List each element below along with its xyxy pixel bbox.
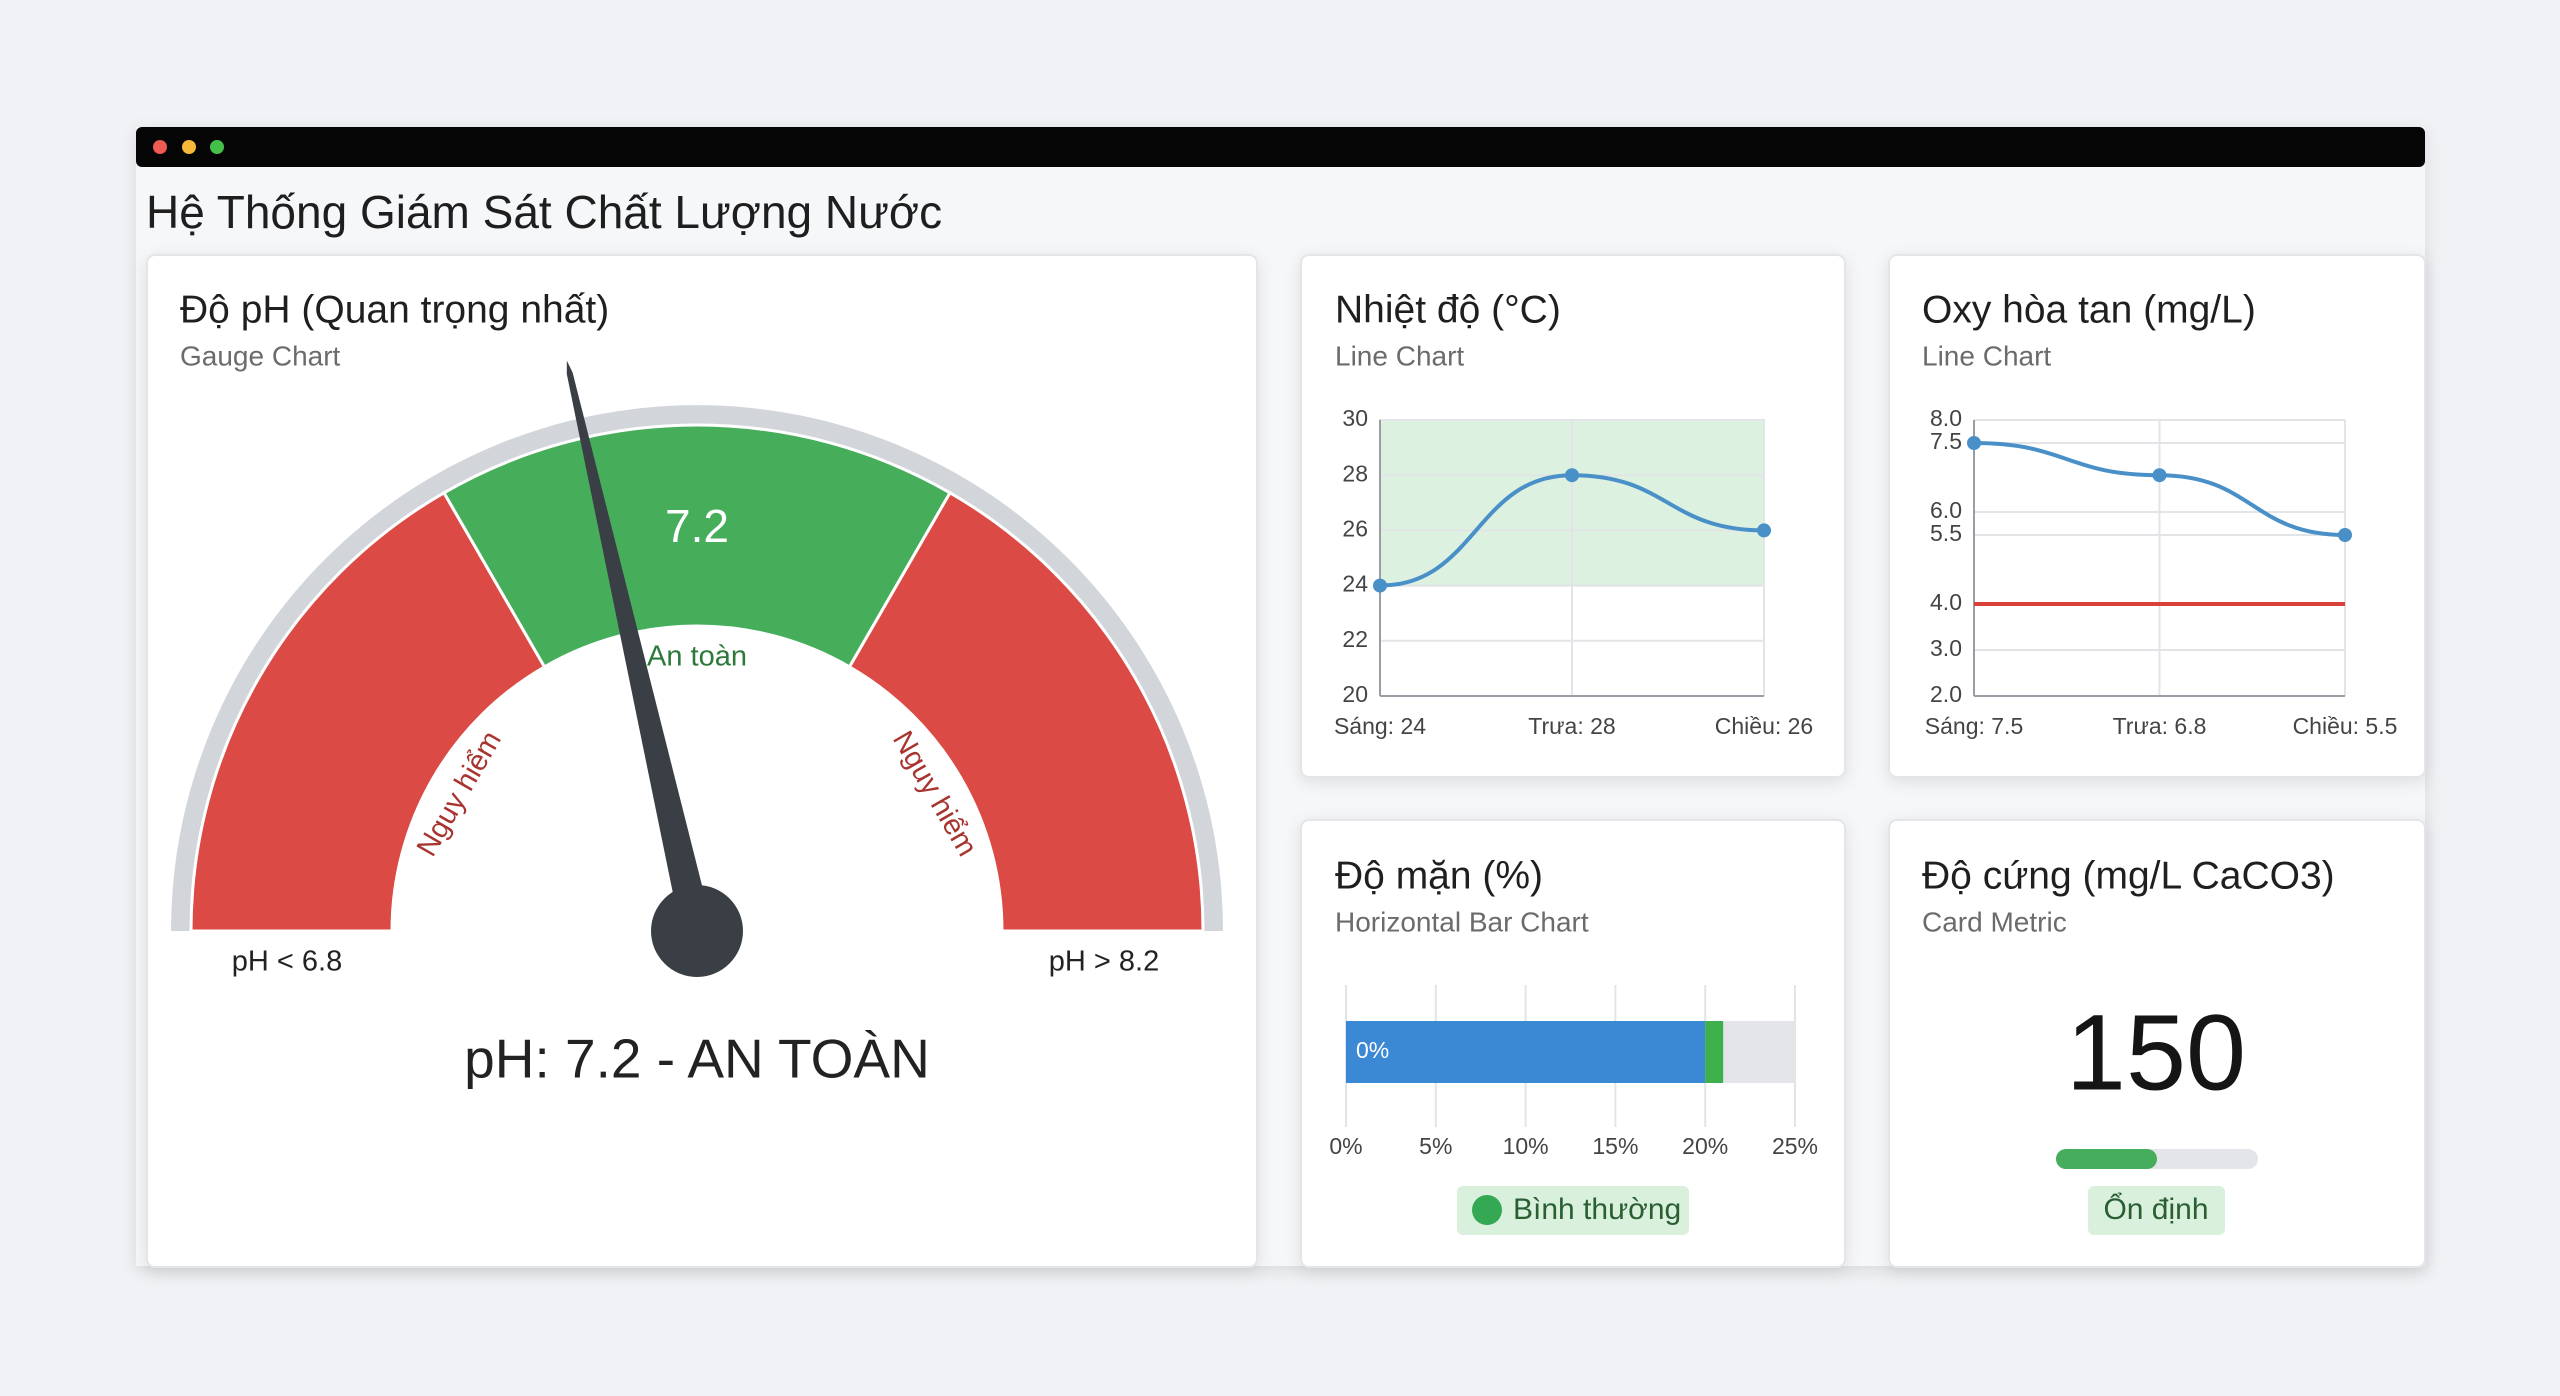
maximize-button[interactable] bbox=[210, 140, 224, 154]
bar-segment bbox=[1346, 1021, 1706, 1083]
y-tick-label: 24 bbox=[1342, 571, 1368, 597]
card bbox=[1888, 819, 2426, 1268]
data-point bbox=[2152, 468, 2167, 483]
x-tick-label: Trưa: 28 bbox=[1528, 713, 1615, 739]
card-subtitle: Card Metric bbox=[1922, 906, 2067, 937]
title-bar bbox=[136, 127, 2425, 167]
x-tick-label: Trưa: 6.8 bbox=[2113, 713, 2207, 739]
minimize-button[interactable] bbox=[182, 140, 196, 154]
status-text: pH: 7.2 - AN TOÀN bbox=[464, 1028, 930, 1090]
card-subtitle: Line Chart bbox=[1335, 340, 1464, 371]
x-tick-label: Chiều: 5.5 bbox=[2293, 713, 2398, 739]
y-tick-label: 6.0 bbox=[1930, 497, 1962, 523]
x-tick-label: 10% bbox=[1503, 1133, 1549, 1159]
gauge-band bbox=[847, 490, 1205, 933]
page-title: Hệ Thống Giám Sát Chất Lượng Nước bbox=[146, 186, 942, 238]
y-tick-label: 8.0 bbox=[1930, 405, 1962, 431]
x-tick-label: Sáng: 24 bbox=[1334, 713, 1426, 739]
y-tick-label: 2.0 bbox=[1930, 681, 1962, 707]
x-tick-label: 20% bbox=[1682, 1133, 1728, 1159]
gauge-min-label: pH < 6.8 bbox=[232, 946, 342, 978]
progress-fill bbox=[2056, 1149, 2157, 1169]
x-tick-label: 15% bbox=[1592, 1133, 1638, 1159]
status-badge bbox=[1457, 1186, 1689, 1235]
x-tick-label: Chiều: 26 bbox=[1715, 713, 1813, 739]
status-dot bbox=[1472, 1195, 1502, 1225]
card-subtitle: Horizontal Bar Chart bbox=[1335, 906, 1589, 937]
gauge-hub bbox=[651, 885, 743, 977]
bar-label: 0% bbox=[1356, 1037, 1389, 1063]
y-tick-label: 5.5 bbox=[1930, 520, 1962, 546]
data-point bbox=[1565, 468, 1579, 483]
card-subtitle: Line Chart bbox=[1922, 340, 2051, 371]
card-title: Độ pH (Quan trọng nhất) bbox=[180, 288, 609, 331]
data-point bbox=[1757, 523, 1771, 538]
gauge-band bbox=[189, 490, 547, 933]
card bbox=[1888, 254, 2426, 778]
y-tick-label: 28 bbox=[1342, 460, 1368, 486]
x-tick-label: Sáng: 7.5 bbox=[1925, 713, 2023, 739]
x-tick-label: 0% bbox=[1329, 1133, 1362, 1159]
close-button[interactable] bbox=[153, 140, 167, 154]
status-badge bbox=[2088, 1186, 2225, 1235]
y-tick-label: 7.5 bbox=[1930, 428, 1962, 454]
data-point bbox=[1373, 578, 1387, 593]
gauge-band-label: An toàn bbox=[647, 641, 747, 673]
gauge-needle bbox=[566, 360, 713, 935]
status-badge-text: Bình thường bbox=[1513, 1193, 1681, 1226]
y-tick-label: 22 bbox=[1342, 626, 1368, 652]
x-tick-label: 5% bbox=[1419, 1133, 1452, 1159]
data-point bbox=[2338, 528, 2352, 542]
bar-segment bbox=[1705, 1021, 1724, 1083]
card-title: Độ cứng (mg/L CaCO3) bbox=[1922, 854, 2335, 897]
card-title: Oxy hòa tan (mg/L) bbox=[1922, 288, 2256, 331]
card-title: Nhiệt độ (°C) bbox=[1335, 288, 1561, 331]
data-point bbox=[1967, 436, 1981, 450]
x-tick-label: 25% bbox=[1772, 1133, 1818, 1159]
y-tick-label: 4.0 bbox=[1930, 589, 1962, 615]
gauge-value-label: 7.2 bbox=[665, 500, 729, 552]
y-tick-label: 20 bbox=[1342, 681, 1368, 707]
status-badge-text: Ổn định bbox=[2103, 1192, 2208, 1226]
gauge-max-label: pH > 8.2 bbox=[1049, 946, 1159, 978]
card-title: Độ mặn (%) bbox=[1335, 854, 1543, 897]
y-tick-label: 26 bbox=[1342, 515, 1368, 541]
y-tick-label: 30 bbox=[1342, 405, 1368, 431]
card-subtitle: Gauge Chart bbox=[180, 340, 341, 371]
metric-value: 150 bbox=[2066, 992, 2246, 1113]
y-tick-label: 3.0 bbox=[1930, 635, 1962, 661]
